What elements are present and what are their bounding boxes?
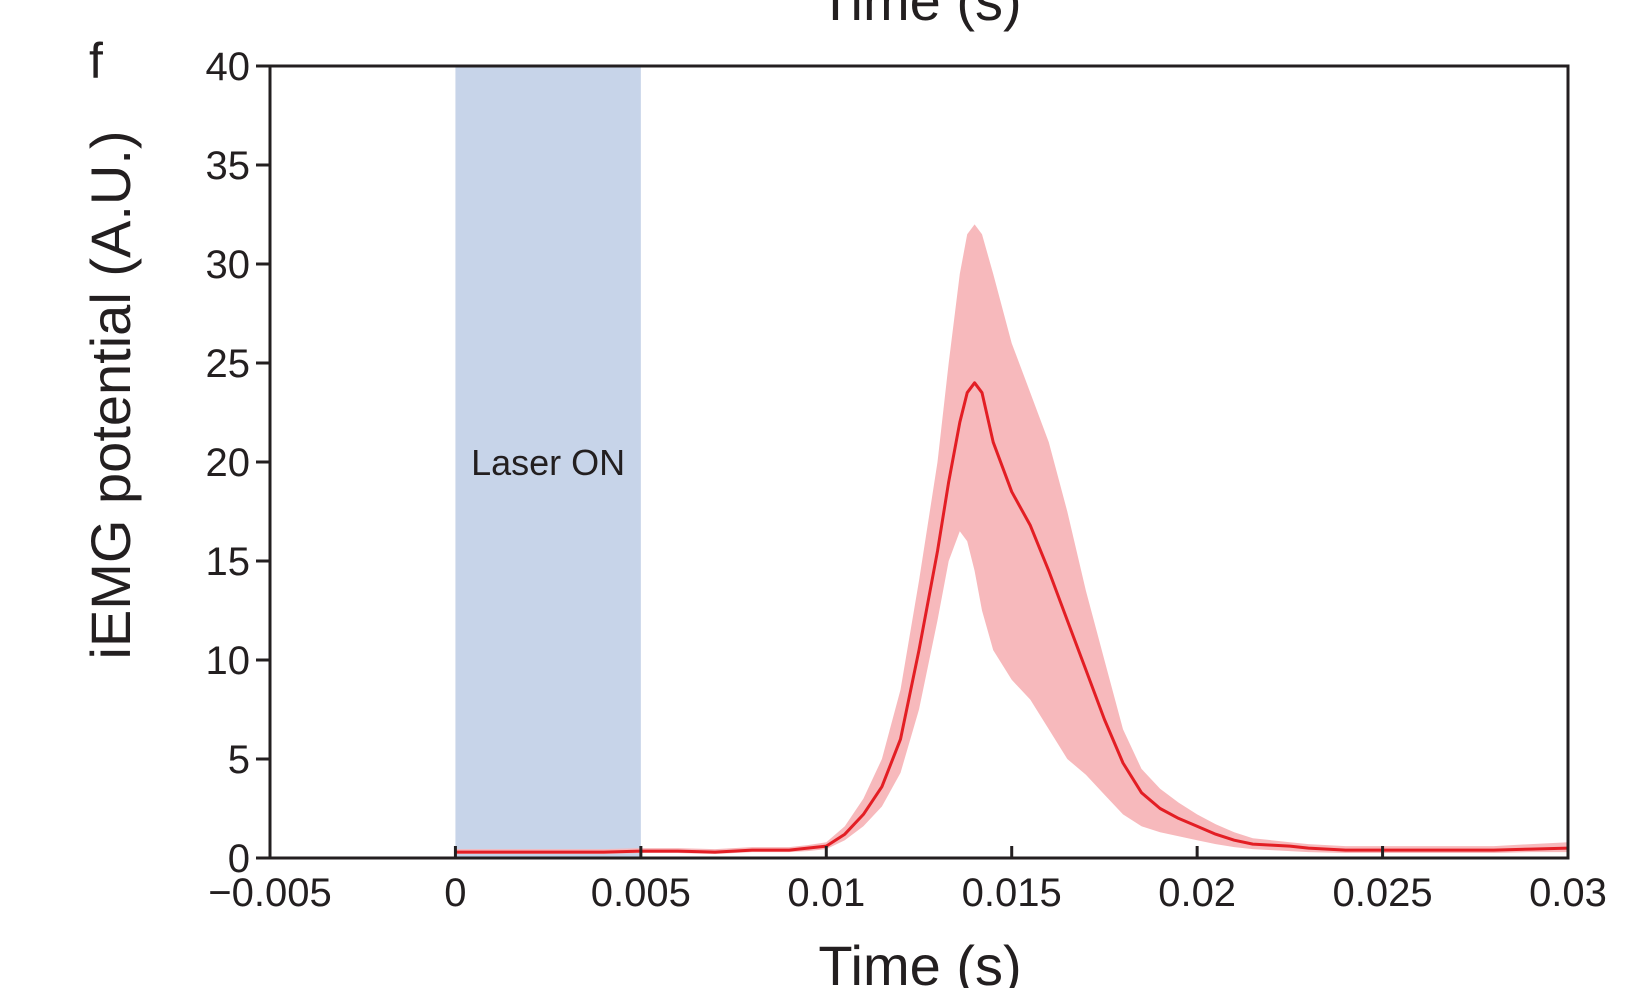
mean-series-line	[455, 381, 1569, 854]
x-tick-label: 0.015	[962, 871, 1062, 915]
y-tick-label: 20	[206, 441, 251, 485]
y-axis: 0 5 10 15 20 25 30 35 40	[206, 45, 270, 881]
top-cut-title: Time (s)	[818, 0, 1021, 32]
x-tick-label: −0.005	[208, 871, 331, 915]
y-tick-label: 35	[206, 144, 251, 188]
x-tick-label: 0.02	[1158, 871, 1236, 915]
error-band-area	[455, 224, 1568, 854]
y-tick-label: 15	[206, 540, 251, 584]
x-tick-label: 0.01	[787, 871, 865, 915]
x-tick-label: 0	[444, 871, 466, 915]
y-tick-label: 5	[228, 738, 250, 782]
y-tick-label: 25	[206, 342, 251, 386]
laser-on-label: Laser ON	[471, 442, 625, 483]
x-tick-label: 0.03	[1529, 871, 1607, 915]
panel-letter: f	[89, 33, 103, 89]
laser-on-band	[455, 66, 641, 858]
x-axis: −0.005 0 0.005 0.01 0.015 0.02 0.025 0.03	[208, 846, 1607, 915]
y-tick-label: 40	[206, 45, 251, 89]
x-tick-label: 0.025	[1333, 871, 1433, 915]
y-tick-label: 10	[206, 639, 251, 683]
x-tick-label: 0.005	[591, 871, 691, 915]
y-axis-title: iEMG potential (A.U.)	[79, 130, 142, 659]
y-tick-label: 0	[228, 837, 250, 881]
plot-area: Laser ON	[268, 64, 1570, 860]
x-axis-title: Time (s)	[818, 934, 1021, 988]
y-tick-label: 30	[206, 243, 251, 287]
